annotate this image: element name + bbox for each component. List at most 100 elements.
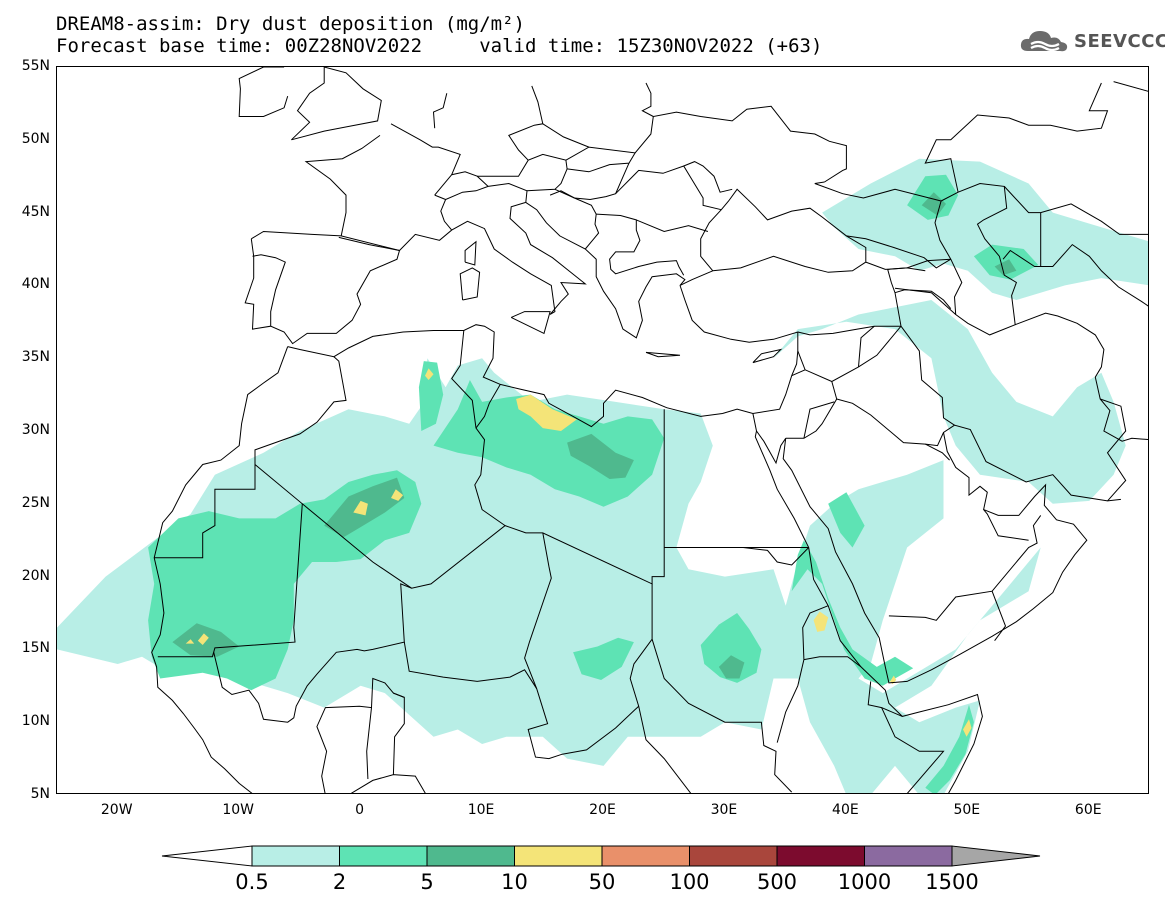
border-line — [213, 583, 412, 723]
border-line — [244, 230, 401, 345]
border-line — [459, 267, 481, 301]
border-line — [392, 692, 405, 775]
dust-contour — [425, 368, 434, 380]
border-line — [983, 509, 1029, 541]
dust-contour — [963, 719, 972, 737]
logo-text: SEEVCCC — [1074, 30, 1165, 52]
lon-label: 20E — [589, 802, 616, 818]
lat-label: 15N — [21, 640, 50, 657]
colorbar-label: 2 — [332, 870, 347, 894]
cloud-icon — [1020, 31, 1068, 52]
dust-contour — [353, 500, 368, 516]
border-line — [894, 289, 952, 310]
border-line — [399, 201, 587, 315]
border-line — [151, 346, 289, 793]
dust-contour — [921, 192, 946, 216]
border-line — [432, 93, 448, 129]
colorbar-swatch — [689, 845, 778, 867]
border-line — [366, 707, 372, 780]
border-line — [252, 254, 286, 327]
colorbar-label: 0.5 — [235, 870, 269, 894]
map-title: DREAM8-assim: Dry dust deposition (mg/m²… — [56, 13, 525, 35]
lon-label: 10W — [222, 802, 254, 818]
border-line — [641, 82, 654, 117]
border-line — [651, 639, 793, 793]
border-line — [756, 430, 787, 465]
colorbar-label: 500 — [756, 870, 798, 894]
border-line — [803, 401, 835, 439]
lon-label: 20W — [100, 802, 133, 818]
border-line — [925, 443, 950, 461]
border-line — [743, 547, 810, 566]
lat-label: 45N — [21, 203, 50, 220]
forecast-time-line: Forecast base time: 00Z28NOV2022 valid t… — [56, 35, 823, 57]
border-line — [1100, 398, 1127, 502]
dust-contour — [994, 259, 1017, 276]
colorbar — [161, 845, 1041, 867]
lon-label: 30E — [710, 802, 738, 818]
border-line — [802, 605, 829, 660]
dust-contour — [197, 633, 209, 645]
border-line — [508, 85, 544, 161]
lat-label: 50N — [21, 130, 50, 147]
border-line — [1040, 212, 1148, 307]
border-line — [525, 201, 713, 339]
border-line — [291, 67, 382, 141]
border-line — [434, 171, 489, 196]
lat-label: 10N — [21, 713, 50, 730]
dust-contour — [828, 492, 865, 548]
border-line — [846, 235, 952, 269]
border-line — [636, 219, 709, 233]
border-line — [1003, 186, 1148, 235]
border-line — [683, 161, 733, 193]
border-line — [464, 240, 477, 266]
colorbar-swatch — [601, 845, 690, 867]
border-line — [596, 213, 685, 276]
border-line — [154, 464, 256, 559]
border-line — [316, 677, 405, 793]
border-line — [645, 351, 681, 358]
colorbar-label: 50 — [588, 870, 616, 894]
border-line — [299, 774, 426, 793]
border-line — [238, 67, 289, 117]
dust-contour — [890, 675, 897, 685]
border-line — [157, 464, 303, 658]
dust-contour — [813, 611, 829, 632]
dust-contour — [418, 361, 444, 431]
colorbar-swatch — [776, 845, 865, 867]
border-line — [510, 311, 551, 335]
dust-contour — [700, 613, 762, 683]
border-line — [390, 123, 461, 175]
dust-contour — [516, 394, 577, 431]
border-line — [565, 146, 636, 173]
lon-label: 60E — [1074, 802, 1102, 818]
dust-contour — [718, 655, 745, 679]
colorbar-swatch — [426, 845, 515, 867]
border-line — [629, 583, 692, 793]
border-line — [836, 398, 944, 447]
lon-label: 50E — [953, 802, 981, 818]
border-line — [434, 194, 446, 200]
border-line — [291, 67, 325, 141]
border-line — [752, 413, 983, 793]
dust-contour — [925, 704, 974, 793]
border-line — [475, 384, 501, 429]
lon-label: 0 — [355, 802, 365, 818]
border-line — [797, 325, 901, 336]
border-line — [1113, 81, 1148, 92]
map-panel[interactable] — [56, 66, 1149, 794]
border-line — [991, 591, 1007, 641]
border-line — [865, 261, 926, 272]
dust-contour — [573, 637, 634, 680]
colorbar-label: 1000 — [837, 870, 892, 894]
border-line — [797, 350, 833, 382]
colorbar-label: 5 — [420, 870, 434, 894]
border-line — [524, 532, 640, 760]
border-line — [440, 182, 528, 231]
border-line — [301, 409, 665, 589]
border-line — [1002, 249, 1041, 267]
colorbar-label: 100 — [669, 870, 710, 894]
border-line — [752, 348, 783, 364]
dust-map — [57, 67, 1148, 793]
colorbar-under-arrow — [161, 845, 253, 867]
